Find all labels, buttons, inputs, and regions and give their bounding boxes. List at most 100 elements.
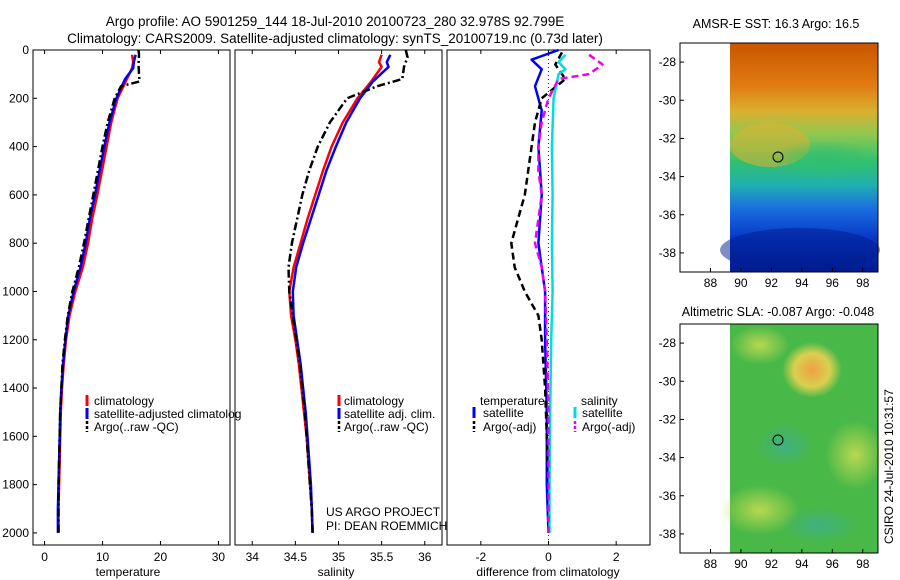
title-line-2: Climatology: CARS2009. Satellite-adjuste…: [67, 31, 603, 46]
salinity-panel: 34 34.5 35 35.5 36 salinity climatology sate…: [234, 49, 447, 579]
y-tick-label: 1000: [2, 284, 29, 298]
x-tick-label: 20: [154, 550, 168, 564]
series-line-temperature-argo-adj-: [510, 51, 567, 533]
map-x-tick-label: 94: [795, 276, 809, 290]
difference-panel: -2 0 2 difference from climatology tempera…: [446, 48, 651, 579]
map-y-tick-label: -32: [659, 131, 677, 145]
legend-label-temp-satellite: satellite: [483, 406, 524, 420]
sst-axes-frame: [679, 42, 879, 273]
legend-title-temperature: temperature: [480, 394, 545, 408]
sst-x-ticks: 88 90 92 94 96 98: [704, 268, 870, 290]
series-line-climatology: [288, 54, 383, 533]
temperature-y-ticks: 0 200 400 600 800 1000 1200 1400 1600 1800 2000: [2, 43, 37, 540]
sst-map-panel: AMSR-E SST: 16.3 Argo: 16.5 -28 -30 -32 -34…: [659, 17, 880, 290]
map-x-tick-label: 92: [765, 557, 779, 571]
y-tick-label: 600: [9, 188, 29, 202]
x-tick-label: 0: [545, 550, 552, 564]
map-x-tick-label: 88: [704, 276, 718, 290]
sst-argo-marker: [772, 151, 784, 163]
series-line-climatology: [57, 54, 135, 533]
map-x-tick-label: 92: [765, 276, 779, 290]
y-tick-label: 2000: [2, 526, 29, 540]
legend-label-sal-satellite: satellite: [582, 406, 623, 420]
salinity-series: [287, 49, 409, 533]
temperature-xlabel: temperature: [96, 565, 161, 579]
legend-label-sal-argo: Argo(-adj): [582, 420, 635, 434]
difference-legend: temperature satellite Argo(-adj) salinit…: [472, 394, 635, 434]
map-y-tick-label: -30: [659, 374, 677, 388]
legend-label-climatology: climatology: [344, 394, 404, 408]
legend-label-satellite: satellite adj. clim.: [344, 407, 435, 421]
y-tick-label: 1600: [2, 429, 29, 443]
map-y-tick-label: -36: [659, 208, 677, 222]
legend-title-salinity: salinity: [581, 394, 618, 408]
title-line-1: Argo profile: AO 5901259_144 18-Jul-2010…: [106, 14, 565, 29]
sst-map-title: AMSR-E SST: 16.3 Argo: 16.5: [693, 17, 860, 31]
map-x-tick-label: 96: [826, 276, 840, 290]
y-tick-label: 0: [22, 43, 29, 57]
legend-label-climatology: climatology: [94, 394, 154, 408]
y-tick-label: 1800: [2, 478, 29, 492]
map-y-tick-label: -38: [659, 246, 677, 260]
series-line-salinity-argo-adj-: [533, 53, 604, 533]
series-line-salinity-satellite: [548, 53, 567, 533]
difference-series: [510, 48, 604, 533]
sla-x-ticks: 88 90 92 94 96 98: [704, 549, 870, 571]
temperature-axes-frame: [32, 49, 231, 546]
sla-y-ticks: -28 -30 -32 -34 -36 -38: [659, 336, 684, 541]
y-tick-label: 1400: [2, 381, 29, 395]
sla-map-panel: Altimetric SLA: -0.087 Argo: -0.048 -28-…: [659, 305, 885, 571]
y-tick-label: 400: [9, 140, 29, 154]
legend-label-temp-argo: Argo(-adj): [483, 420, 536, 434]
sst-deep-blue: [720, 228, 880, 272]
sla-argo-marker: [772, 434, 784, 446]
salinity-legend: climatology satellite adj. clim. Argo(..…: [337, 394, 435, 434]
series-line-argo-raw-qc-: [287, 49, 409, 533]
sla-axes-frame: [679, 323, 879, 554]
map-y-tick-label: -38: [659, 527, 677, 541]
legend-label-satellite: satellite-adjusted climatolog: [94, 407, 241, 421]
map-x-tick-label: 90: [734, 276, 748, 290]
temperature-series: [56, 49, 141, 533]
credit-pi: PI: DEAN ROEMMICH: [326, 519, 447, 533]
temperature-panel: 0 200 400 600 800 1000 1200 1400 1600 1800 2000 0 1…: [2, 43, 241, 579]
sla-yellow-patch-1: [730, 325, 790, 365]
salinity-axes-frame: [234, 49, 443, 546]
map-y-tick-label: -32: [659, 412, 677, 426]
sla-low-patch-1: [755, 423, 815, 467]
temperature-x-ticks: 0 10 20 30: [41, 50, 225, 564]
sla-low-patch-2: [780, 507, 860, 543]
x-tick-label: 30: [212, 550, 226, 564]
x-tick-label: 34.5: [284, 550, 308, 564]
x-tick-label: 35.5: [370, 550, 394, 564]
csiro-timestamp: CSIRO 24-Jul-2010 10:31:57: [882, 389, 896, 544]
map-y-tick-label: -28: [659, 336, 677, 350]
map-y-tick-label: -36: [659, 489, 677, 503]
map-x-tick-label: 98: [856, 276, 870, 290]
y-tick-label: 200: [9, 91, 29, 105]
sst-y-ticks: -28 -30 -32 -34 -36 -38: [659, 55, 684, 260]
series-line-satellite-adjusted-climatolog: [56, 54, 137, 533]
x-tick-label: 35: [332, 550, 346, 564]
sla-yellow-patch-2: [825, 420, 885, 490]
map-x-tick-label: 94: [795, 557, 809, 571]
map-x-tick-label: 88: [704, 557, 718, 571]
difference-x-ticks: -2 0 2: [475, 50, 620, 564]
y-tick-label: 1200: [2, 333, 29, 347]
x-tick-label: 0: [41, 550, 48, 564]
salinity-x-ticks: 34 34.5 35 35.5 36: [246, 50, 432, 564]
temperature-legend: climatology satellite-adjusted climatolo…: [85, 394, 241, 434]
map-y-tick-label: -34: [659, 451, 677, 465]
map-y-tick-label: -34: [659, 170, 677, 184]
legend-label-argo: Argo(..raw -QC): [94, 420, 179, 434]
x-tick-label: -2: [475, 550, 486, 564]
sla-map-title: Altimetric SLA: -0.087 Argo: -0.048: [682, 305, 875, 319]
x-tick-label: 2: [613, 550, 620, 564]
sla-yellow-patch-3: [720, 485, 800, 535]
x-tick-label: 10: [96, 550, 110, 564]
legend-label-argo: Argo(..raw -QC): [344, 420, 429, 434]
series-line-argo-raw-qc-: [57, 49, 141, 533]
series-line-temperature-satellite: [530, 48, 560, 533]
map-y-tick-label: -28: [659, 55, 677, 69]
